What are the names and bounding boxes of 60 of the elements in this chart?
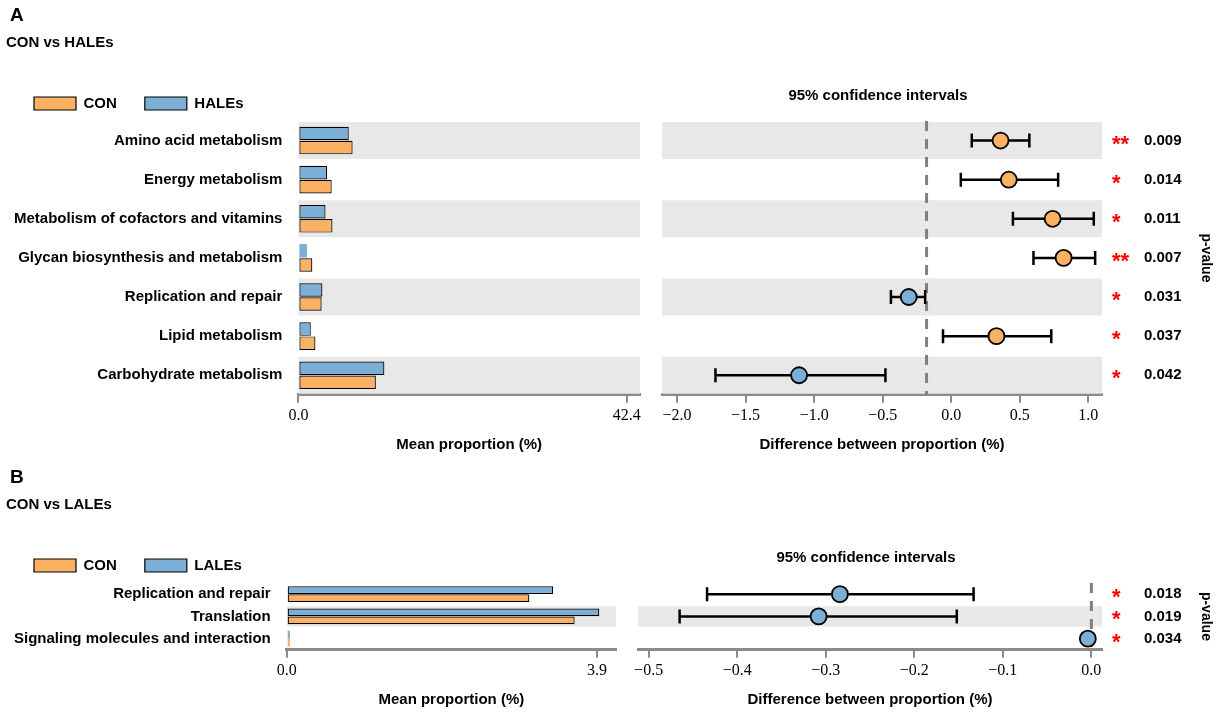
chart-title: 95% confidence intervals [776,548,956,566]
x-axis-title: Mean proportion (%) [396,435,543,453]
text: ** 0.009 [1112,130,1182,156]
text: * 0.014 [1112,169,1183,195]
legend-label: LALEs [194,555,242,573]
y-tick-label: Amino acid metabolism [114,130,283,148]
x-tick-label: 0.0 [288,405,309,423]
legend-label: CON [83,555,117,573]
y-tick-label: Glycan biosynthesis and metabolism [18,248,283,266]
point [1054,249,1073,267]
x-tick-label: −1.5 [731,405,761,423]
bar [287,630,290,639]
text: A [10,4,24,26]
point [790,366,808,385]
x-axis-title: Mean proportion (%) [378,690,525,708]
text: CON vs LALEs [6,495,112,513]
x-tick-label: 0.0 [276,660,297,678]
x-tick-label: 1.0 [1078,405,1099,423]
point [899,288,918,306]
x-tick-label: −1.0 [799,405,829,423]
x-tick-label: −0.5 [634,660,664,678]
text: B [10,466,24,488]
x-tick-label: −0.2 [899,660,929,678]
point [991,131,1010,150]
x-axis-title: Difference between proportion (%) [759,435,1005,453]
text: ** 0.007 [1112,247,1182,273]
y-tick-label: Replication and repair [124,287,283,305]
point [1043,209,1062,228]
bar [299,244,307,258]
text: CON vs HALEs [6,33,114,51]
y2-axis-title: p-value [1199,233,1216,283]
x-tick-label: 0.5 [1009,405,1030,423]
x-tick-label: −2.0 [662,405,692,423]
y-tick-label: Lipid metabolism [159,326,283,344]
x-tick-label: −0.5 [868,405,898,423]
text: * 0.031 [1112,287,1182,313]
y-tick-label: Carbohydrate metabolism [97,365,283,383]
chart-title: 95% confidence intervals [788,86,968,104]
point [999,170,1018,189]
x-tick-label: −0.1 [988,660,1018,678]
bar [287,638,290,647]
x-tick-label: 0.0 [1081,660,1102,678]
legend-label: CON [83,93,117,111]
x-tick-label: −0.4 [722,660,752,678]
text: * 0.011 [1112,208,1181,234]
y-tick-label: Energy metabolism [144,169,283,187]
x-tick-label: 3.9 [586,660,607,678]
y2-axis-title: p-value [1199,591,1216,642]
y-tick-label: Replication and repair [113,584,271,602]
y-tick-label: Signaling molecules and interaction [14,628,271,646]
y-tick-label: Metabolism of cofactors and vitamins [14,208,283,226]
y-tick-label: Translation [190,606,271,624]
text: * 0.037 [1112,326,1182,352]
x-tick-label: 0.0 [941,405,962,423]
point [987,327,1006,346]
x-axis-title: Difference between proportion (%) [747,690,993,708]
x-tick-label: 42.4 [612,405,641,423]
text: * 0.042 [1112,365,1182,391]
legend-label: HALEs [194,93,244,111]
x-tick-label: −0.3 [811,660,841,678]
